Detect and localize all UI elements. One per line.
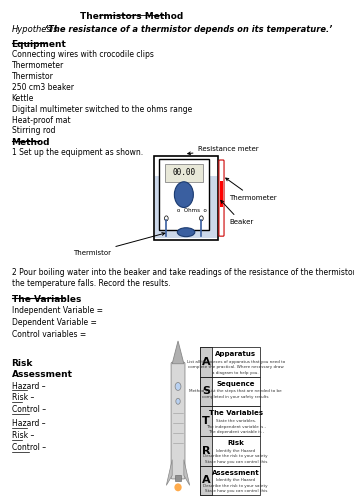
Text: State how you can control this: State how you can control this	[205, 490, 267, 494]
Ellipse shape	[175, 484, 182, 492]
Text: Independent Variable =: Independent Variable =	[12, 306, 103, 316]
Text: Method - List the steps that are needed to be: Method - List the steps that are needed …	[189, 390, 282, 394]
Text: Control –: Control –	[12, 406, 46, 414]
Bar	[154, 156, 218, 240]
Text: Thermistor: Thermistor	[12, 72, 53, 81]
Bar	[200, 347, 212, 376]
Circle shape	[175, 382, 181, 390]
Text: Dependent Variable =: Dependent Variable =	[12, 318, 96, 327]
Bar	[159, 159, 209, 230]
Bar	[200, 406, 212, 436]
Text: T: T	[202, 416, 210, 426]
Bar	[221, 181, 223, 206]
Text: Connecting wires with crocodile clips: Connecting wires with crocodile clips	[12, 50, 153, 59]
Bar	[200, 436, 260, 466]
Text: Control –: Control –	[12, 443, 46, 452]
Circle shape	[200, 216, 203, 221]
Bar	[175, 476, 181, 482]
Circle shape	[165, 216, 168, 221]
Polygon shape	[184, 460, 190, 485]
Text: State how you can control this: State how you can control this	[205, 460, 267, 464]
Text: 00.00: 00.00	[172, 168, 195, 177]
Text: Thermometer: Thermometer	[226, 178, 277, 201]
Bar	[200, 406, 260, 436]
Text: Beaker: Beaker	[221, 200, 253, 226]
Text: 250 cm3 beaker: 250 cm3 beaker	[12, 83, 74, 92]
Text: Digital multimeter switched to the ohms range: Digital multimeter switched to the ohms …	[12, 104, 192, 114]
Bar	[155, 176, 217, 238]
Bar	[200, 376, 212, 406]
Text: a diagram to help you.: a diagram to help you.	[212, 370, 259, 374]
Text: The Variables: The Variables	[209, 410, 263, 416]
Ellipse shape	[177, 228, 195, 236]
Circle shape	[176, 398, 180, 404]
Text: Risk: Risk	[12, 359, 33, 368]
Bar	[165, 164, 203, 182]
Text: Thermistors Method: Thermistors Method	[80, 12, 184, 20]
Text: Assessment: Assessment	[12, 370, 73, 378]
Text: R: R	[201, 446, 210, 456]
Circle shape	[175, 182, 193, 208]
Text: o  Ohms  o: o Ohms o	[177, 208, 206, 213]
Text: The Variables: The Variables	[12, 296, 81, 304]
Text: Risk –: Risk –	[12, 431, 34, 440]
Text: Thermistor: Thermistor	[73, 232, 165, 256]
Bar	[200, 376, 260, 406]
Text: Hypothesis: Hypothesis	[12, 24, 58, 34]
Text: Hazard –: Hazard –	[12, 419, 45, 428]
Text: Identify the Hazard: Identify the Hazard	[216, 449, 255, 453]
FancyBboxPatch shape	[219, 160, 224, 236]
Text: The dependent variable is -: The dependent variable is -	[207, 430, 264, 434]
Bar	[200, 436, 212, 466]
Text: A: A	[201, 356, 210, 366]
Text: Thermometer: Thermometer	[12, 61, 64, 70]
Bar	[200, 466, 212, 495]
Text: List all the pieces of apparatus that you need to: List all the pieces of apparatus that yo…	[187, 360, 285, 364]
Text: Kettle: Kettle	[12, 94, 34, 103]
Text: Risk –: Risk –	[12, 394, 34, 402]
Text: Apparatus: Apparatus	[215, 351, 256, 357]
Text: Assessment: Assessment	[212, 470, 259, 476]
Text: the temperature falls. Record the results.: the temperature falls. Record the result…	[12, 278, 170, 287]
Text: The independent variable is -: The independent variable is -	[206, 424, 266, 428]
Text: ‘The resistance of a thermistor depends on its temperature.’: ‘The resistance of a thermistor depends …	[45, 24, 332, 34]
Bar	[200, 466, 260, 495]
Text: Equipment: Equipment	[12, 40, 67, 50]
Text: Hazard –: Hazard –	[12, 382, 45, 390]
Polygon shape	[166, 460, 172, 485]
Polygon shape	[172, 341, 184, 363]
Text: Method: Method	[12, 138, 50, 147]
Text: 1 Set up the equipment as shown.: 1 Set up the equipment as shown.	[12, 148, 143, 157]
Text: Resistance meter: Resistance meter	[188, 146, 259, 154]
Text: Stirring rod: Stirring rod	[12, 126, 55, 136]
Text: Identify the Hazard: Identify the Hazard	[216, 478, 255, 482]
FancyBboxPatch shape	[171, 362, 185, 479]
Text: Sequence: Sequence	[216, 380, 255, 386]
Text: Control variables =: Control variables =	[12, 330, 86, 339]
Text: Describe the risk to your safety: Describe the risk to your safety	[204, 484, 268, 488]
Text: 2 Pour boiling water into the beaker and take readings of the resistance of the : 2 Pour boiling water into the beaker and…	[12, 268, 354, 277]
Text: A: A	[201, 476, 210, 486]
Text: completed in your safety results: completed in your safety results	[202, 395, 269, 399]
Text: Describe the risk to your safety: Describe the risk to your safety	[204, 454, 268, 458]
Text: complete the practical. Where necessary draw: complete the practical. Where necessary …	[188, 365, 284, 369]
Text: Heat-proof mat: Heat-proof mat	[12, 116, 70, 124]
Text: S: S	[202, 386, 210, 396]
Bar	[200, 347, 260, 376]
Text: State the variables.: State the variables.	[216, 419, 256, 423]
Text: Risk: Risk	[227, 440, 244, 446]
